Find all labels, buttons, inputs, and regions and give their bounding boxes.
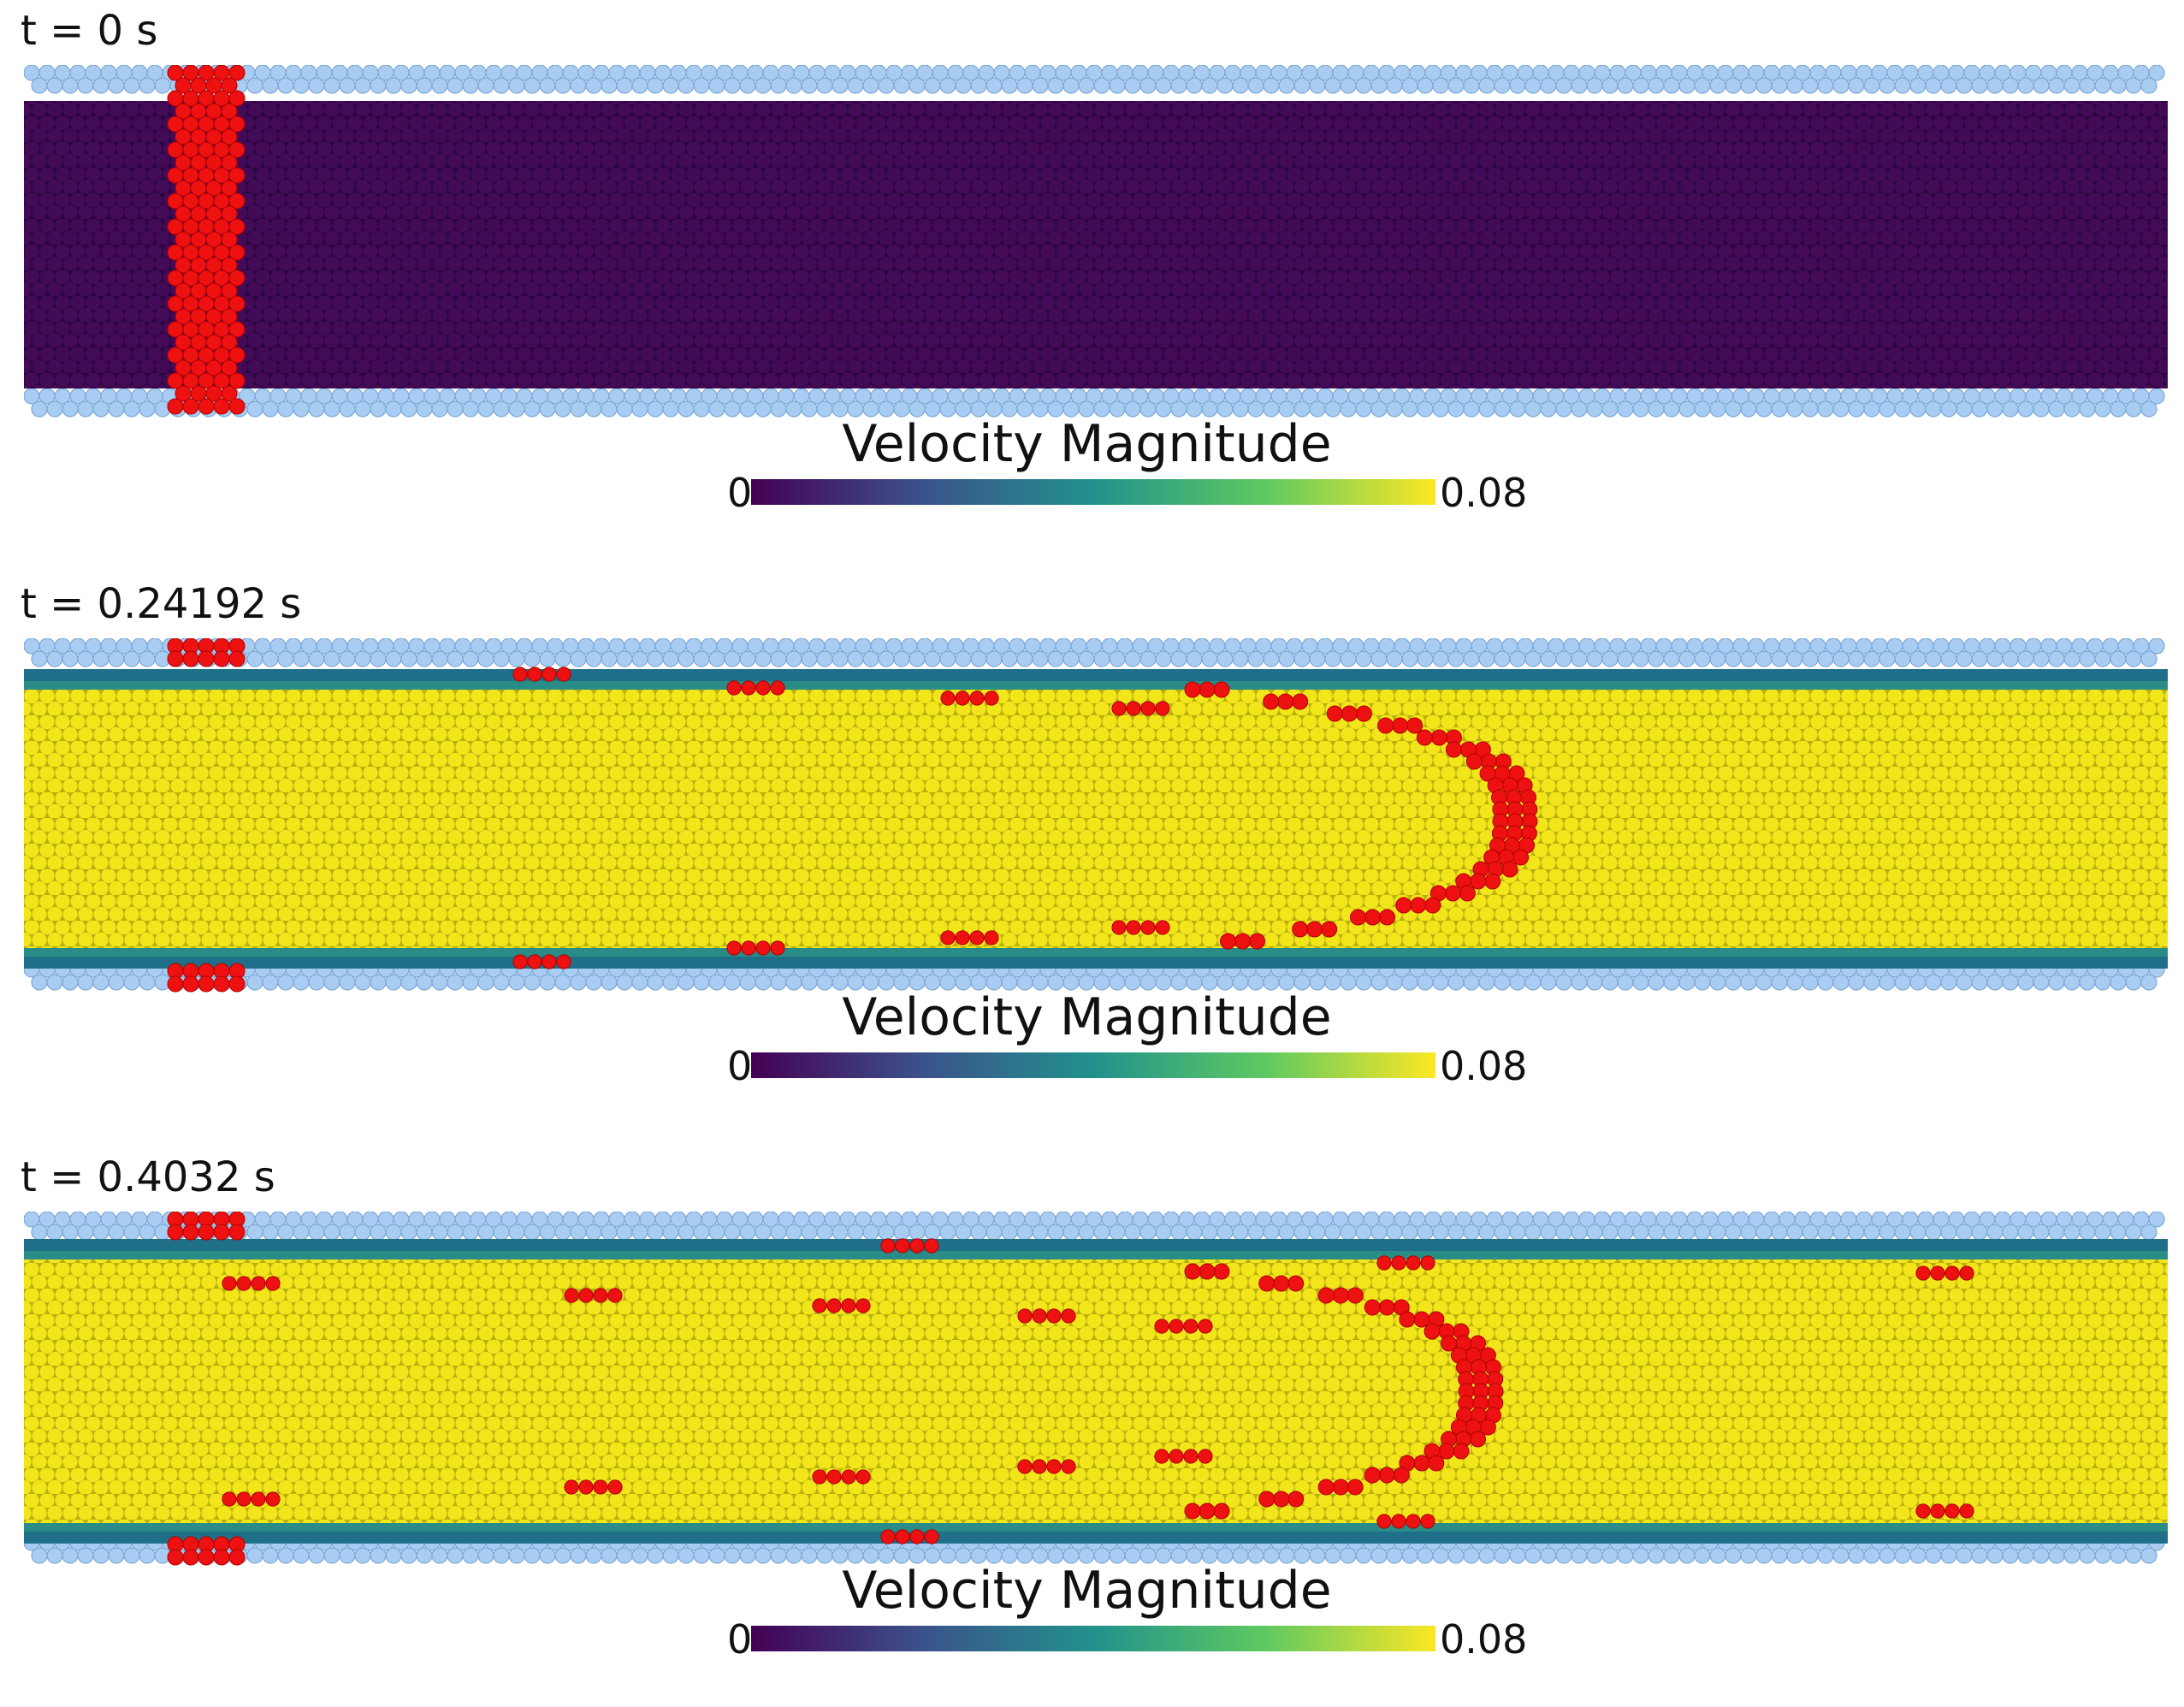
near-wall-layer-top	[24, 1239, 2168, 1253]
colorbar-fill	[751, 1052, 1435, 1078]
panel-t2: t = 0.4032 s Velocity Magnitude 0 0.08	[0, 1147, 2184, 1707]
colorbar-fill	[751, 479, 1435, 505]
wall-particles	[24, 961, 2165, 991]
colorbar-gradient	[751, 1052, 1435, 1078]
near-wall-layer-top	[24, 669, 2168, 683]
wall-particles	[24, 65, 2165, 94]
near-wall-green-bottom	[24, 1521, 2168, 1532]
tracer-column	[167, 65, 246, 415]
colorbar-max-label: 0.08	[1440, 1616, 1528, 1663]
simulation-view	[24, 638, 2168, 998]
near-wall-layer-bottom	[24, 955, 2168, 969]
fluid-region	[24, 1260, 2168, 1523]
colorbar-gradient	[751, 1626, 1435, 1651]
time-label: t = 0.24192 s	[21, 580, 302, 628]
near-wall-green-bottom	[24, 946, 2168, 957]
colorbar-fill	[751, 1626, 1435, 1651]
tracer-particles	[167, 1212, 1974, 1566]
near-wall-green-top	[24, 1251, 2168, 1261]
tracer-particles	[167, 638, 1538, 993]
colorbar-title: Velocity Magnitude	[0, 1561, 2184, 1621]
colorbar-max-label: 0.08	[1440, 470, 1528, 516]
colorbar-title-text: Velocity Magnitude	[842, 987, 1332, 1047]
colorbar-min-label: 0	[727, 470, 753, 516]
panel-t1: t = 0.24192 s Velocity Magnitude 0 0.08	[0, 573, 2184, 1134]
colorbar-title: Velocity Magnitude	[0, 414, 2184, 474]
time-label: t = 0 s	[21, 7, 158, 55]
colorbar-title-text: Velocity Magnitude	[842, 414, 1332, 474]
colorbar-min-label: 0	[727, 1043, 753, 1089]
simulation-view	[24, 65, 2168, 424]
time-label: t = 0.4032 s	[21, 1153, 275, 1201]
colorbar-max-label: 0.08	[1440, 1043, 1528, 1089]
fluid-region	[24, 101, 2168, 388]
wall-particles	[24, 1212, 2165, 1241]
colorbar-title: Velocity Magnitude	[0, 987, 2184, 1047]
wall-particles	[24, 388, 2165, 418]
near-wall-green-top	[24, 681, 2168, 691]
fluid-region	[24, 690, 2168, 948]
simulation-view	[24, 1212, 2168, 1571]
near-wall-layer-bottom	[24, 1530, 2168, 1544]
colorbar-gradient	[751, 479, 1435, 505]
colorbar-title-text: Velocity Magnitude	[842, 1561, 1332, 1621]
colorbar-min-label: 0	[727, 1616, 753, 1663]
panel-t0: t = 0 s Velocity Magnitude 0 0.08	[0, 0, 2184, 560]
